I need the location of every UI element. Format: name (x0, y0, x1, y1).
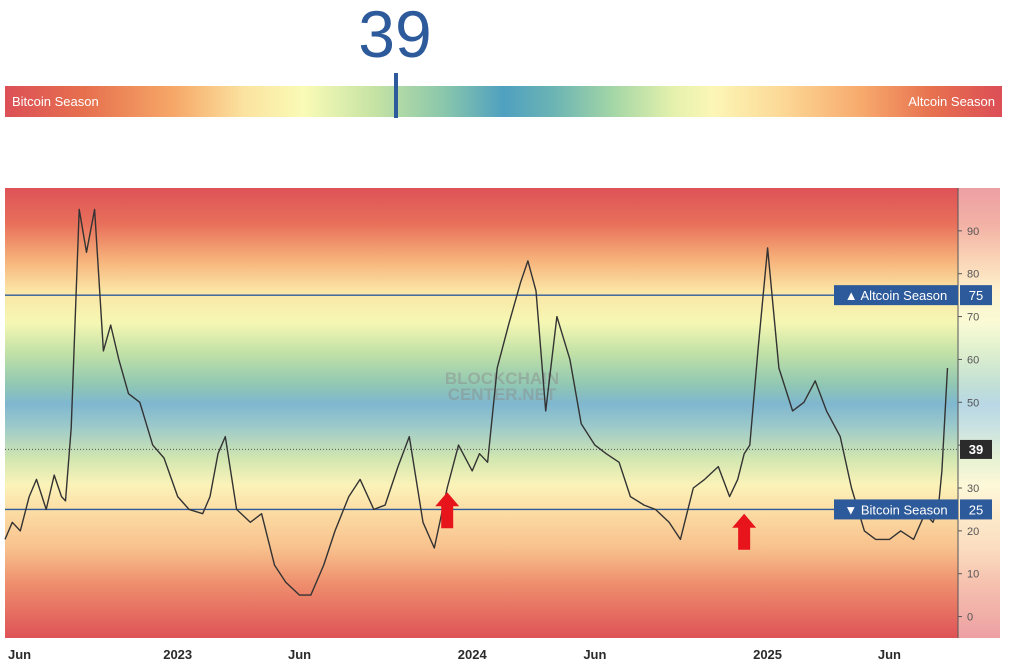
plot-background (5, 188, 958, 638)
y-tick-label: 60 (967, 354, 979, 366)
series-line (4, 208, 949, 596)
season-gauge-bar (5, 86, 1002, 117)
x-tick-label: Jun (8, 647, 31, 662)
reference-tag: ▲ Altcoin Season 75 (834, 285, 992, 306)
gauge-marker (394, 73, 398, 118)
y-tick-label: 50 (967, 397, 979, 409)
gauge-left-label: Bitcoin Season (12, 94, 99, 109)
y-tick-label: 0 (967, 612, 973, 624)
red-up-arrow-icon (435, 492, 460, 529)
current-value-tag: 39 (960, 439, 992, 459)
current-value-label: 39 (969, 442, 983, 457)
axis-background (958, 188, 1000, 638)
watermark-line-1: BLOCKCHAIN (445, 369, 559, 388)
gauge-right-label: Altcoin Season (908, 94, 995, 109)
y-tick-label: 70 (967, 312, 979, 324)
index-value: 39 (358, 0, 432, 71)
reference-value-box (960, 285, 992, 306)
y-tick-label: 80 (967, 269, 979, 281)
y-tick-label: 30 (967, 483, 979, 495)
x-tick-label: Jun (288, 647, 311, 662)
reference-tag-box (834, 499, 958, 520)
x-tick-label: 2025 (753, 647, 782, 662)
reference-tag-label: ▲ Altcoin Season (845, 288, 947, 303)
reference-tag: ▼ Bitcoin Season 25 (834, 499, 992, 520)
x-tick-label: 2024 (458, 647, 488, 662)
x-tick-label: 2023 (163, 647, 192, 662)
y-tick-label: 10 (967, 569, 979, 581)
reference-tag-label: ▼ Bitcoin Season (844, 502, 947, 517)
watermark-line-2: CENTER.NET (448, 385, 557, 404)
y-tick-label: 90 (967, 226, 979, 238)
x-tick-label: Jun (583, 647, 606, 662)
reference-tag-box (834, 285, 958, 306)
x-tick-label: Jun (878, 647, 901, 662)
y-tick-label: 20 (967, 526, 979, 538)
reference-value-label: 75 (969, 288, 983, 303)
reference-value-label: 25 (969, 502, 983, 517)
reference-value-box (960, 499, 992, 520)
red-up-arrow-icon (732, 513, 757, 550)
